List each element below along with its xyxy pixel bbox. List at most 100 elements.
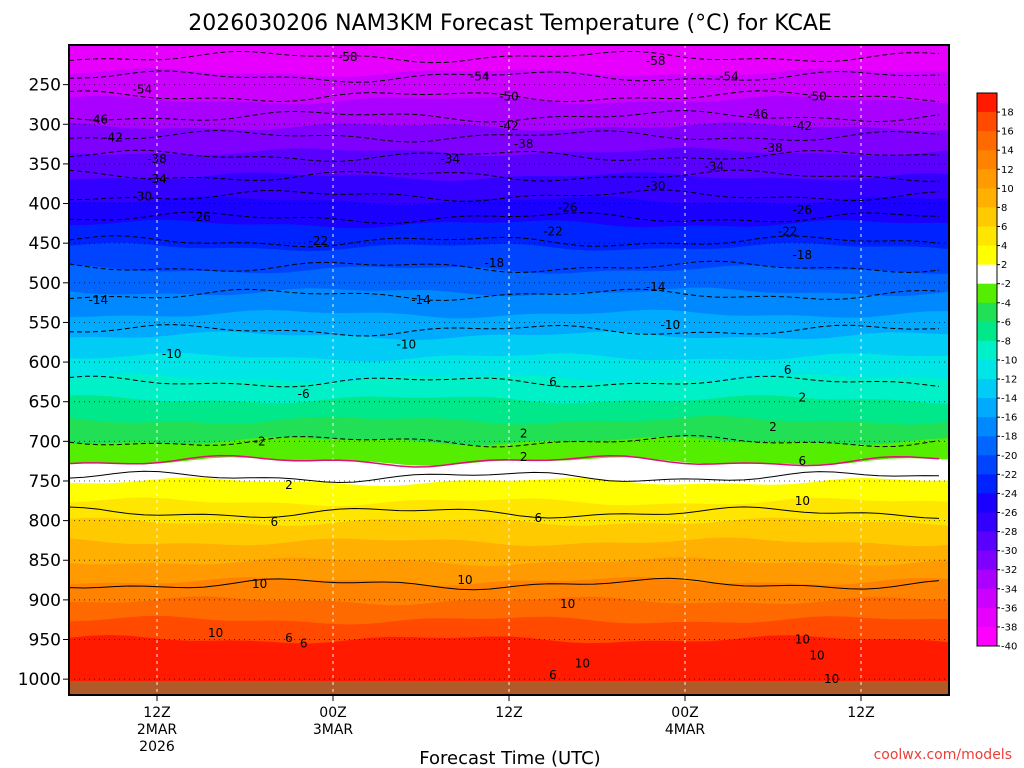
y-tick-label: 850 [29, 551, 61, 571]
contour-label: -34 [441, 152, 461, 166]
colorbar-label: -18 [1001, 432, 1017, 443]
contour-line [69, 90, 940, 103]
y-tick-label: 250 [29, 76, 61, 96]
colorbar-label: -30 [1001, 546, 1017, 557]
colorbar-label: -12 [1001, 375, 1017, 386]
credit-text: coolwx.com/models [874, 747, 1012, 763]
contour-label: -34 [705, 159, 725, 173]
contour-line [69, 129, 940, 143]
contour-line [69, 454, 940, 468]
colorbar-swatch [977, 93, 997, 113]
contour-label: -54 [719, 70, 739, 84]
colorbar-label: -20 [1001, 451, 1017, 462]
contour-label: 10 [252, 577, 267, 591]
colorbar-swatch [977, 569, 997, 590]
y-tick-label: 950 [29, 631, 61, 651]
colorbar-label: 4 [1001, 241, 1007, 252]
contour-line [69, 211, 940, 225]
colorbar-label: -10 [1001, 355, 1017, 366]
y-tick-label: 1000 [18, 670, 61, 690]
colorbar-label: 12 [1001, 165, 1014, 176]
contour-label: 2 [285, 478, 293, 492]
contour-label: 10 [809, 648, 824, 662]
colorbar-swatch [977, 474, 997, 494]
colorbar-swatch [977, 493, 997, 513]
colorbar-swatch [977, 588, 997, 609]
colorbar-frame [976, 92, 998, 647]
contour-label: 10 [560, 597, 575, 611]
contour-label: -22 [309, 234, 329, 248]
y-tick-label: 800 [29, 512, 61, 532]
y-tick-label: 500 [29, 274, 61, 294]
colorbar-label: -22 [1001, 470, 1017, 481]
colorbar-swatch [977, 512, 997, 532]
contour-label: -42 [103, 131, 123, 145]
colorbar-swatch [977, 188, 997, 208]
contour-line [69, 470, 940, 484]
colorbar-label: 2 [1001, 260, 1007, 271]
contour-label: -18 [485, 256, 505, 270]
colorbar-label: -16 [1001, 413, 1017, 424]
colorbar-label: 6 [1001, 222, 1007, 233]
contour-label: -54 [133, 82, 153, 96]
temperature-band [69, 635, 949, 695]
contour-label: 6 [784, 363, 792, 377]
contour-label-layer: -58 -58 -54 -54 -54 -50 -50 -46 -46 -42 -42 -42 -38 -… [89, 50, 840, 686]
y-tick-label: 350 [29, 155, 61, 175]
contour-line [69, 324, 940, 337]
contour-line [69, 235, 940, 248]
colorbar-swatch [977, 359, 997, 380]
contour-label: 10 [795, 494, 810, 508]
contour-label: 6 [300, 636, 308, 650]
contour-label: -38 [514, 137, 534, 151]
colorbar-label: -14 [1001, 394, 1017, 405]
x-tick-label: 00Z [319, 705, 346, 721]
contour-label: -2 [254, 434, 266, 448]
contour-label: 2 [520, 450, 528, 464]
contour-line [69, 506, 940, 519]
colorbar-swatch [977, 150, 997, 170]
colorbar-label: -8 [1001, 336, 1011, 347]
colorbar-label: -24 [1001, 489, 1017, 500]
contour-label: 6 [799, 454, 807, 468]
contour-label: -22 [543, 224, 563, 238]
colorbar-label: -4 [1001, 298, 1011, 309]
contour-line [69, 70, 940, 83]
grid-layer [69, 45, 949, 695]
contour-line [69, 169, 939, 182]
contour-label: 2 [769, 420, 777, 434]
contour-label: 2 [520, 426, 528, 440]
contour-label: 10 [824, 672, 839, 686]
colorbar-label: -6 [1001, 317, 1011, 328]
contour-label: -14 [89, 293, 109, 307]
contour-label: -26 [191, 210, 211, 224]
contour-label: -46 [89, 113, 109, 127]
contour-label: -10 [162, 347, 182, 361]
contour-label: -14 [646, 280, 666, 294]
contour-label: -6 [298, 387, 310, 401]
contour-label: 10 [208, 626, 223, 640]
contour-line [69, 149, 940, 162]
contour-label: 10 [575, 656, 590, 670]
contour-line [69, 50, 940, 64]
contour-line [69, 288, 940, 302]
x-tick-label: 2MAR [137, 722, 178, 738]
colorbar-label: 18 [1001, 108, 1014, 119]
x-tick-label: 2026 [139, 739, 175, 755]
colorbar-swatch [977, 398, 997, 418]
contour-label: 6 [535, 511, 543, 525]
y-tick-label: 700 [29, 432, 61, 452]
contour-label: -22 [778, 224, 798, 238]
contour-label: 10 [457, 573, 472, 587]
contour-label: -26 [558, 201, 578, 215]
y-tick-label: 400 [29, 195, 61, 215]
colorbar-label: 16 [1001, 127, 1014, 138]
colorbar-swatch [977, 226, 997, 246]
colorbar-swatch [977, 626, 997, 647]
colorbar-swatch [977, 169, 997, 189]
x-tick-label: 12Z [143, 705, 170, 721]
colorbar-swatch [977, 264, 997, 285]
colorbar-label: -32 [1001, 565, 1017, 576]
colorbar-swatch [977, 550, 997, 571]
x-tick-label: 00Z [671, 705, 698, 721]
